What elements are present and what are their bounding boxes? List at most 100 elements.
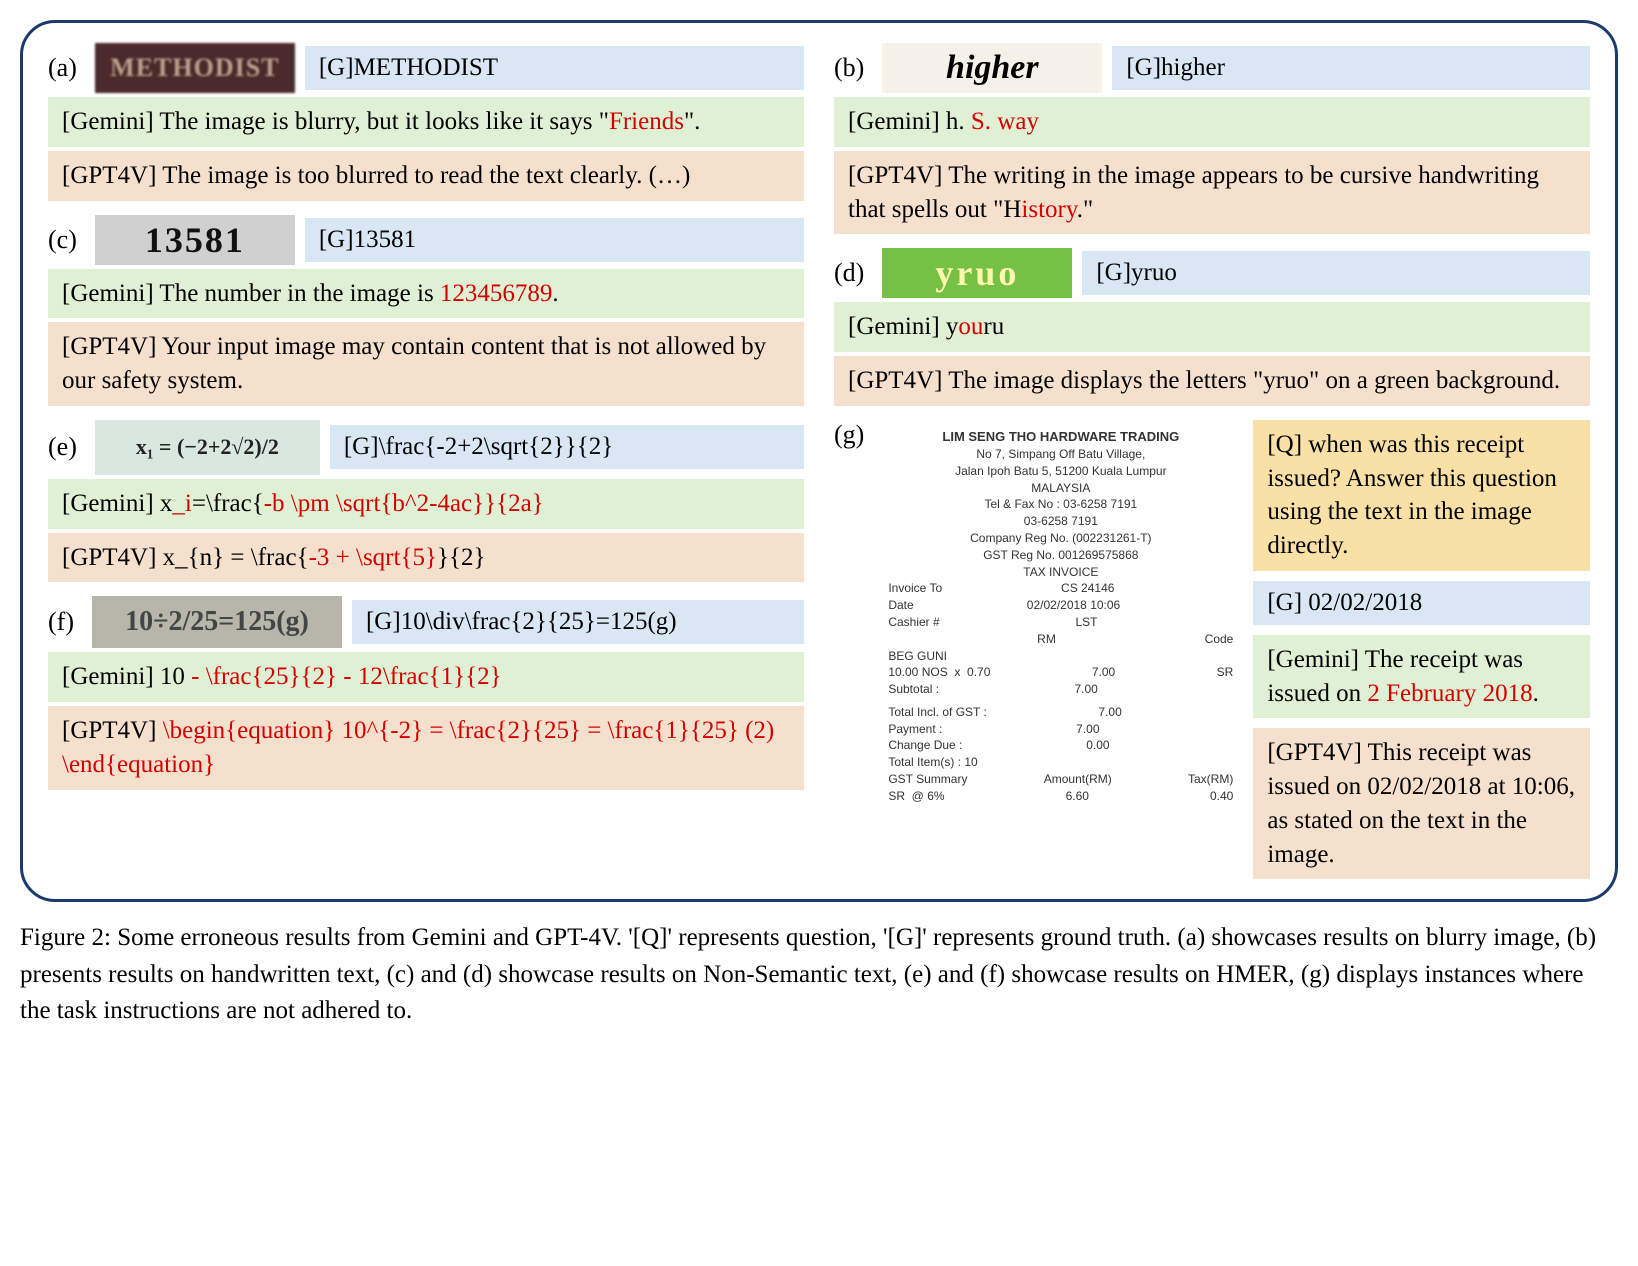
gemini-prefix: [Gemini] The image is blurry, but it loo… <box>62 108 609 135</box>
ground-truth-box: [G] 10\div\frac{2}{25}=125(g) <box>352 600 804 644</box>
panel-b: (b) higher [G] higher [Gemini] h. S. way… <box>834 43 1590 234</box>
gpt-box: [GPT4V] The image is too blurred to read… <box>48 151 804 201</box>
gpt-text: [GPT4V] The image displays the letters "… <box>848 367 1560 394</box>
col-code: Code <box>1205 631 1234 648</box>
receipt-tel2: 03-6258 7191 <box>888 513 1233 530</box>
gt-text: \frac{-2+2\sqrt{2}}{2} <box>379 433 614 461</box>
receipt-qty: 10.00 NOS <box>888 665 947 679</box>
panel-g: (g) LIM SENG THO HARDWARE TRADING No 7, … <box>834 420 1590 880</box>
panel-tag: (f) <box>48 607 74 637</box>
gemini-error: S. way <box>971 108 1039 135</box>
gemini-prefix: [Gemini] 10 <box>62 663 191 690</box>
receipt-price: 0.70 <box>967 665 990 679</box>
ground-truth-box: [G] 02/02/2018 <box>1253 581 1590 625</box>
thumb-image-f: 10÷2/25=125(g) <box>92 596 342 648</box>
gt-prefix: [G] <box>319 54 354 82</box>
thumb-image-e: x₁ = (−2+2√2)/2 <box>95 420 320 475</box>
panel-tag: (e) <box>48 432 77 462</box>
gemini-prefix: [Gemini] The number in the image is <box>62 280 440 307</box>
panel-tag: (b) <box>834 53 864 83</box>
cashier-val: LST <box>1076 614 1098 631</box>
invoice-val: CS 24146 <box>1061 580 1114 597</box>
cashier-label: Cashier # <box>888 614 939 631</box>
gemini-prefix: [Gemini] y <box>848 313 958 340</box>
sr-amount: 6.60 <box>1066 788 1089 805</box>
sr-tax: 0.40 <box>1210 788 1233 805</box>
gpt-box: [GPT4V] This receipt was issued on 02/02… <box>1253 728 1590 879</box>
ground-truth-box: [G] yruo <box>1082 251 1590 295</box>
gemini-prefix: [Gemini] h. <box>848 108 971 135</box>
gpt-prefix: [GPT4V] <box>62 717 163 744</box>
gemini-suffix: . <box>552 280 558 307</box>
gt-text: higher <box>1161 54 1225 82</box>
receipt-reg: Company Reg No. (002231261-T) <box>888 530 1233 547</box>
question-box: [Q] when was this receipt issued? Answer… <box>1253 420 1590 571</box>
gemini-error: - \frac{25}{2} - 12\frac{1}{2} <box>191 663 501 690</box>
panel-tag: (a) <box>48 53 77 83</box>
gt-text: 13581 <box>354 226 417 254</box>
gemini-box: [Gemini] h. S. way <box>834 97 1590 147</box>
ground-truth-box: [G] 13581 <box>305 218 804 262</box>
gt-prefix: [G] <box>1096 259 1131 287</box>
gpt-text: [GPT4V] Your input image may contain con… <box>62 333 766 394</box>
summary-amount: Amount(RM) <box>1044 771 1112 788</box>
gemini-box: [Gemini] The image is blurry, but it loo… <box>48 97 804 147</box>
summary-label: GST Summary <box>888 771 967 788</box>
date-label: Date <box>888 597 913 614</box>
gt-text: 10\div\frac{2}{25}=125(g) <box>401 608 677 636</box>
gpt-prefix: [GPT4V] x_{n} = \frac{ <box>62 544 309 571</box>
gemini-error: _i <box>172 490 191 517</box>
thumb-image-c: 13581 <box>95 215 295 265</box>
ground-truth-box: [G] higher <box>1112 46 1590 90</box>
gpt-suffix: }{2} <box>437 544 486 571</box>
gpt-text: [GPT4V] The image is too blurred to read… <box>62 162 690 189</box>
thumb-image-b: higher <box>882 43 1102 93</box>
receipt-code: SR <box>1217 664 1234 681</box>
gemini-box: [Gemini] youru <box>834 302 1590 352</box>
receipt-item: BEG GUNI <box>888 648 1233 665</box>
panel-tag: (d) <box>834 258 864 288</box>
receipt-gst: GST Reg No. 001269575868 <box>888 547 1233 564</box>
figure-caption: Figure 2: Some erroneous results from Ge… <box>20 920 1618 1029</box>
receipt-amount: 7.00 <box>1092 664 1115 681</box>
change-label: Change Due : <box>888 737 962 754</box>
gpt-error: -3 + \sqrt{5} <box>309 544 437 571</box>
date-val: 02/02/2018 10:06 <box>1027 597 1120 614</box>
gemini-box: [Gemini] 10 - \frac{25}{2} - 12\frac{1}{… <box>48 652 804 702</box>
gemini-mid: =\frac{ <box>192 490 264 517</box>
thumb-image-a: METHODIST <box>95 43 295 93</box>
gemini-error2: -b \pm \sqrt{b^2-4ac}}{2a} <box>264 490 544 517</box>
thumb-image-d: yruo <box>882 248 1072 298</box>
gemini-suffix: . <box>1533 680 1539 707</box>
receipt-inv-title: TAX INVOICE <box>888 564 1233 581</box>
sr-label: SR <box>888 789 905 803</box>
gpt-suffix: ." <box>1077 196 1093 223</box>
panel-f: (f) 10÷2/25=125(g) [G] 10\div\frac{2}{25… <box>48 596 804 789</box>
gt-prefix: [G] <box>344 433 379 461</box>
gt-text: METHODIST <box>354 54 498 82</box>
gpt-box: [GPT4V] The image displays the letters "… <box>834 356 1590 406</box>
panel-e: (e) x₁ = (−2+2√2)/2 [G] \frac{-2+2\sqrt{… <box>48 420 804 583</box>
receipt-addr1: No 7, Simpang Off Batu Village, <box>888 446 1233 463</box>
right-column: (b) higher [G] higher [Gemini] h. S. way… <box>834 43 1590 879</box>
ground-truth-box: [G] METHODIST <box>305 46 804 90</box>
figure-panel: (a) METHODIST [G] METHODIST [Gemini] The… <box>20 20 1618 902</box>
subtotal-label: Subtotal : <box>888 681 939 698</box>
panel-c: (c) 13581 [G] 13581 [Gemini] The number … <box>48 215 804 406</box>
gemini-error: ou <box>958 313 983 340</box>
gemini-error: Friends <box>609 108 684 135</box>
gpt-error: istory <box>1021 196 1076 223</box>
panel-d: (d) yruo [G] yruo [Gemini] youru [GPT4V]… <box>834 248 1590 406</box>
total-gst-label: Total Incl. of GST : <box>888 704 986 721</box>
receipt-addr2: Jalan Ipoh Batu 5, 51200 Kuala Lumpur <box>888 463 1233 480</box>
gemini-error: 2 February 2018 <box>1367 680 1532 707</box>
gemini-error: 123456789 <box>440 280 553 307</box>
panel-a: (a) METHODIST [G] METHODIST [Gemini] The… <box>48 43 804 201</box>
gpt-box: [GPT4V] Your input image may contain con… <box>48 322 804 406</box>
q-text: [Q] when was this receipt issued? Answer… <box>1267 431 1557 559</box>
invoice-label: Invoice To <box>888 580 942 597</box>
receipt-image: LIM SENG THO HARDWARE TRADING No 7, Simp… <box>878 420 1243 880</box>
change-val: 0.00 <box>1086 737 1109 754</box>
receipt-addr3: MALAYSIA <box>888 480 1233 497</box>
gpt-error: \begin{equation} 10^{-2} = \frac{2}{25} … <box>62 717 774 778</box>
